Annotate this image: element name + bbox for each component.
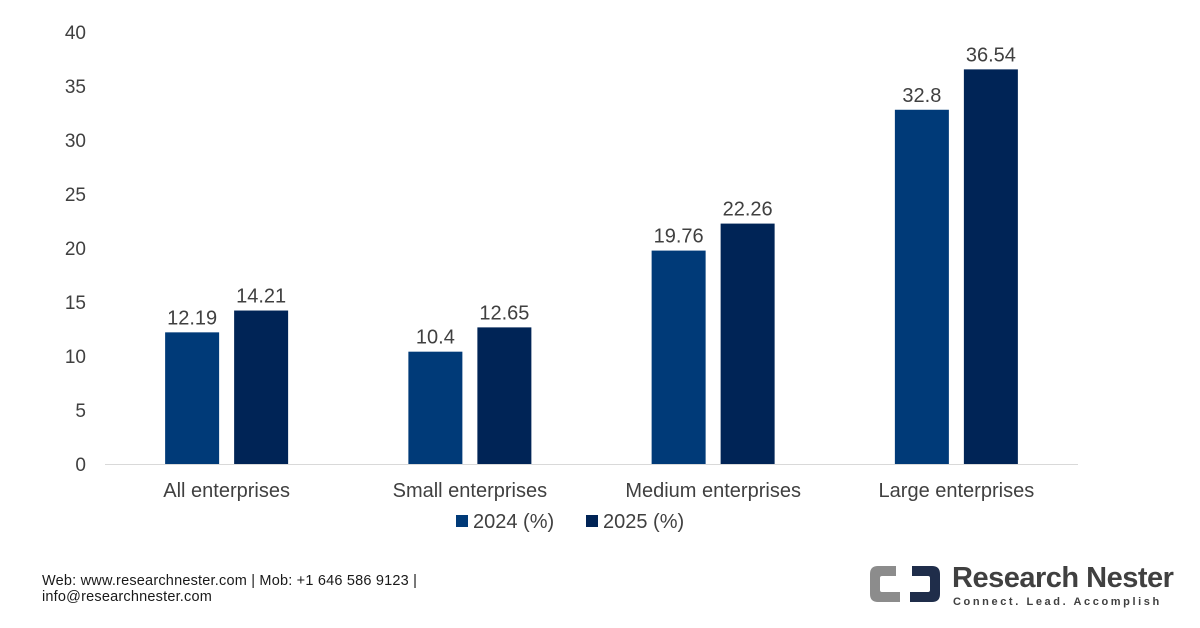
bar <box>477 327 532 464</box>
y-tick-label: 25 <box>65 185 86 206</box>
x-axis: All enterprises Small enterprises Medium e… <box>163 480 1034 502</box>
logo-brand-name: Research Nester <box>952 562 1174 594</box>
y-tick-label: 20 <box>65 239 86 260</box>
data-label: 12.19 <box>167 307 217 329</box>
bar <box>234 310 289 464</box>
bar <box>720 223 775 464</box>
bars: 12.19 14.21 10.4 12.65 19.76 22.26 32.8 36.54 <box>165 44 1018 465</box>
x-category-label: Large enterprises <box>879 480 1035 502</box>
x-category-label: Small enterprises <box>393 480 548 502</box>
bar <box>894 109 949 464</box>
data-label: 19.76 <box>654 226 704 248</box>
legend: 2024 (%) 2025 (%) <box>456 511 684 533</box>
footer-line-2: info@researchnester.com <box>42 589 213 605</box>
y-tick-label: 30 <box>65 131 86 152</box>
legend-swatch <box>456 515 468 527</box>
footer-contact: Web: www.researchnester.com | Mob: +1 64… <box>42 573 417 605</box>
y-tick-label: 35 <box>65 77 86 98</box>
x-category-label: Medium enterprises <box>625 480 801 502</box>
x-category-label: All enterprises <box>163 480 290 502</box>
logo-mark-icon <box>870 566 940 602</box>
data-label: 10.4 <box>416 327 455 349</box>
bar <box>651 250 706 464</box>
footer-line-1: Web: www.researchnester.com | Mob: +1 64… <box>42 573 418 589</box>
legend-swatch <box>586 515 598 527</box>
legend-label: 2025 (%) <box>603 511 684 533</box>
y-tick-label: 0 <box>75 455 86 476</box>
data-label: 14.21 <box>236 286 286 308</box>
research-nester-logo: Research Nester Connect. Lead. Accomplis… <box>866 560 1174 612</box>
data-label: 12.65 <box>479 302 529 324</box>
data-label: 22.26 <box>723 199 773 221</box>
logo-tagline: Connect. Lead. Accomplish <box>953 596 1162 608</box>
data-label: 32.8 <box>902 85 941 107</box>
bar <box>165 332 220 464</box>
y-tick-label: 15 <box>65 293 86 314</box>
y-tick-label: 10 <box>65 347 86 368</box>
data-label: 36.54 <box>966 44 1016 66</box>
bar-chart: 0 5 10 15 20 25 30 35 40 12.19 14.21 10.4 12.65 19.7… <box>65 23 1078 533</box>
y-axis: 0 5 10 15 20 25 30 35 40 <box>65 23 86 476</box>
y-tick-label: 40 <box>65 23 86 44</box>
bar <box>408 351 463 464</box>
bar <box>963 69 1018 465</box>
y-tick-label: 5 <box>75 401 86 422</box>
legend-label: 2024 (%) <box>473 511 554 533</box>
